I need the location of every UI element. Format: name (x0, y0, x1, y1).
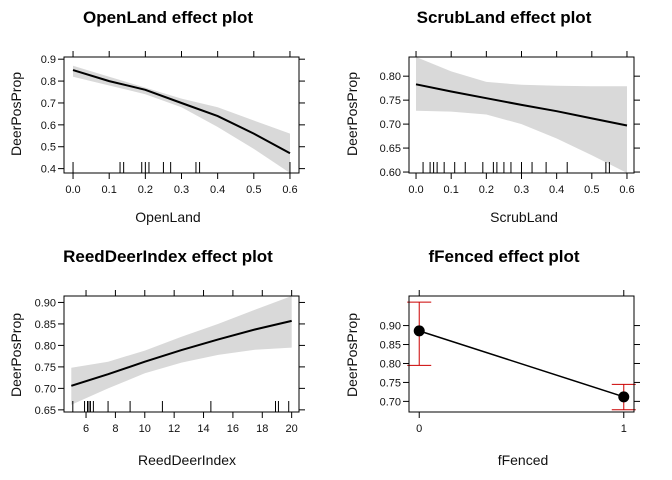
y-axis-label: DeerPosProp (8, 72, 24, 156)
panel-openland: OpenLand effect plot 0.0 0.1 0.2 0.3 0.4 0.5 0… (8, 8, 305, 225)
data-point (618, 391, 630, 403)
plot-area: 0.0 0.1 0.2 0.3 0.4 0.5 0.6 0.4 0.5 0.6 0.7 0.8 0.9 (41, 51, 305, 196)
plot-title: ReedDeerIndex effect plot (63, 247, 273, 266)
plot-title: fFenced effect plot (428, 247, 579, 266)
x-tick-label: 0.2 (479, 184, 494, 196)
x-tick-label: 16 (227, 423, 239, 435)
x-axis-label: OpenLand (135, 209, 200, 225)
y-axis-label: DeerPosProp (344, 313, 360, 397)
plot-frame (408, 295, 635, 413)
panel-ffenced: fFenced effect plot 0 1 0.70 0.75 0.80 0.85 0.… (344, 247, 640, 468)
confidence-band (416, 57, 627, 173)
plot-title: OpenLand effect plot (83, 8, 253, 27)
y-tick-label: 0.65 (35, 405, 56, 417)
fit-line (70, 319, 292, 387)
plot-area: 0 1 0.70 0.75 0.80 0.85 0.90 (380, 290, 640, 435)
x-tick-label: 1 (621, 423, 627, 435)
x-tick-label: 0.1 (444, 184, 459, 196)
x-tick-label: 0.0 (408, 184, 423, 196)
x-tick-label: 0.6 (619, 184, 634, 196)
y-tick-label: 0.60 (380, 167, 401, 179)
plot-title: ScrubLand effect plot (417, 8, 592, 27)
x-tick-label: 0 (416, 423, 422, 435)
x-tick-label: 0.2 (138, 184, 153, 196)
x-tick-label: 0.1 (102, 184, 117, 196)
y-tick-label: 0.8 (41, 76, 56, 88)
x-tick-label: 0.4 (210, 184, 225, 196)
x-tick-label: 8 (112, 423, 118, 435)
y-tick-label: 0.75 (35, 362, 56, 374)
y-tick-label: 0.75 (380, 95, 401, 107)
y-tick-label: 0.65 (380, 143, 401, 155)
y-tick-label: 0.70 (35, 383, 56, 395)
x-tick-label: 0.5 (584, 184, 599, 196)
y-tick-label: 0.70 (380, 396, 401, 408)
x-tick-label: 6 (83, 423, 89, 435)
y-tick-label: 0.80 (380, 71, 401, 83)
connector-line (418, 330, 625, 398)
y-tick-label: 0.70 (380, 119, 401, 131)
plot-frame (408, 56, 635, 174)
y-axis-label: DeerPosProp (8, 313, 24, 397)
x-tick-label: 0.4 (549, 184, 564, 196)
x-tick-label: 0.3 (514, 184, 529, 196)
x-tick-label: 0.6 (282, 184, 297, 196)
y-tick-label: 0.7 (41, 98, 56, 110)
y-tick-label: 0.80 (380, 358, 401, 370)
fit-line (415, 83, 628, 127)
y-tick-label: 0.85 (380, 340, 401, 352)
y-tick-label: 0.4 (41, 164, 56, 176)
y-axis-label: DeerPosProp (344, 72, 360, 156)
y-tick-label: 0.80 (35, 340, 56, 352)
plot-area: 6 8 10 12 14 16 18 20 0.65 0.70 0.75 0.80 0.85 0.90 (35, 290, 305, 435)
x-tick-label: 0.5 (246, 184, 261, 196)
plot-frame (63, 56, 300, 174)
x-axis-label: ReedDeerIndex (138, 452, 236, 468)
y-tick-label: 0.9 (41, 54, 56, 66)
plot-area: 0.0 0.1 0.2 0.3 0.4 0.5 0.6 0.60 0.65 0.70 0.75 0.8… (380, 51, 640, 196)
panel-scrubland: ScrubLand effect plot 0.0 0.1 0.2 0.3 0.4 0.5… (344, 8, 640, 225)
x-tick-label: 18 (256, 423, 268, 435)
x-axis-label: fFenced (498, 452, 549, 468)
y-tick-label: 0.5 (41, 142, 56, 154)
x-axis-label: ScrubLand (490, 209, 558, 225)
confidence-band (73, 65, 290, 173)
x-tick-label: 10 (139, 423, 151, 435)
x-tick-label: 0.0 (65, 184, 80, 196)
plot-frame (63, 295, 300, 413)
y-tick-label: 0.85 (35, 319, 56, 331)
data-point (413, 325, 425, 337)
x-tick-label: 14 (197, 423, 209, 435)
panel-reeddeerindex: ReedDeerIndex effect plot 6 8 10 12 14 16 18 20… (8, 247, 305, 468)
x-tick-label: 12 (168, 423, 180, 435)
y-tick-label: 0.6 (41, 120, 56, 132)
x-tick-label: 20 (286, 423, 298, 435)
y-tick-label: 0.75 (380, 377, 401, 389)
y-tick-label: 0.90 (35, 297, 56, 309)
y-tick-label: 0.90 (380, 321, 401, 333)
fit-line (72, 69, 291, 155)
x-tick-label: 0.3 (174, 184, 189, 196)
